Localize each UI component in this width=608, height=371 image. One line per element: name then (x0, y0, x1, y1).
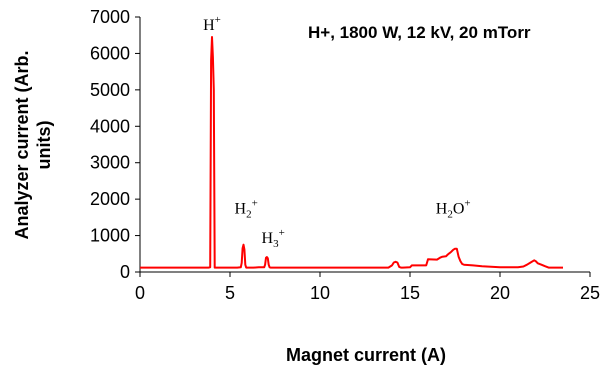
x-tick-label: 15 (400, 283, 420, 303)
y-tick-label: 1000 (90, 226, 130, 246)
series-line (140, 36, 563, 269)
y-tick-label: 6000 (90, 43, 130, 63)
chart-title: H+, 1800 W, 12 kV, 20 mTorr (308, 23, 531, 42)
y-tick-label: 2000 (90, 189, 130, 209)
y-tick-label: 5000 (90, 80, 130, 100)
y-axis-title-line-1: Analyzer current (Arb. (12, 50, 32, 239)
peak-label: H3+ (262, 227, 285, 250)
x-tick-label: 25 (580, 283, 600, 303)
series-group (140, 36, 563, 269)
y-axis-title-line-2: units) (34, 121, 54, 170)
x-tick-label: 5 (225, 283, 235, 303)
peak-labels: H+ H2+H3+ H2O+ (203, 14, 471, 250)
x-axis-title: Magnet current (A) (286, 345, 446, 365)
y-tick-label: 7000 (90, 7, 130, 27)
x-tick-label: 20 (490, 283, 510, 303)
peak-label: H+ (203, 14, 221, 34)
peak-label: H2+ (235, 198, 258, 221)
x-tick-label: 10 (310, 283, 330, 303)
y-tick-label: 3000 (90, 153, 130, 173)
y-axis-title: Analyzer current (Arb. units) (12, 50, 54, 239)
y-tick-label: 4000 (90, 116, 130, 136)
axes (135, 16, 591, 277)
x-tick-label: 0 (135, 283, 145, 303)
y-tick-label: 0 (120, 262, 130, 282)
peak-label: H2O+ (436, 198, 471, 221)
tick-labels: 0 1000 2000 3000 4000 5000 6000 7000 0 5 10 15 20 25 (90, 7, 600, 303)
